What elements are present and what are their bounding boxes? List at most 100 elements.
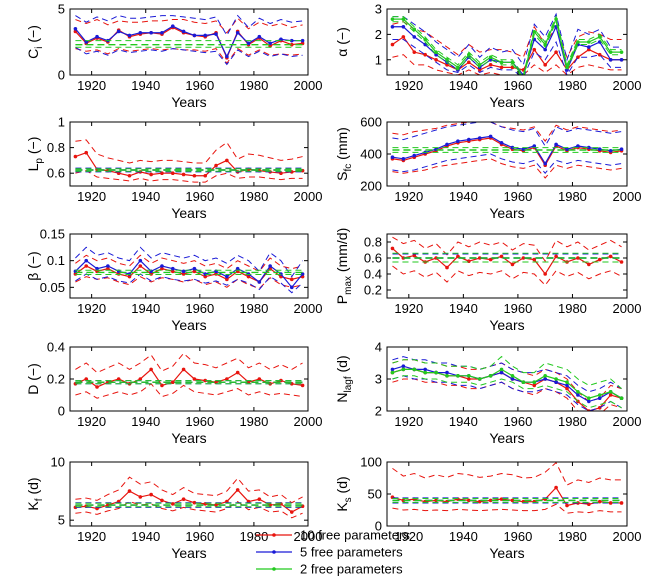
axes-frame — [69, 8, 309, 76]
s10-point — [554, 485, 558, 490]
y-tick-label: 3 — [375, 2, 382, 17]
s5-series-line — [392, 365, 622, 403]
y-tick-label: 600 — [360, 115, 382, 130]
s10-point — [116, 377, 121, 381]
s5-point — [423, 367, 427, 372]
s2-point — [488, 55, 493, 60]
s2-point — [423, 370, 427, 375]
axes-frame — [69, 346, 309, 412]
s5-point — [390, 155, 395, 159]
s10-point — [246, 380, 251, 385]
s10-point — [138, 377, 143, 381]
x-axis-label: Years — [489, 205, 524, 221]
s10-upper-bound — [75, 352, 303, 374]
plot-area — [390, 236, 624, 286]
y-tick-label: 4 — [375, 340, 382, 355]
s2-point — [554, 377, 558, 381]
s10-point — [289, 510, 294, 514]
x-tick-label: 1960 — [503, 529, 532, 544]
s10-point — [225, 277, 229, 282]
x-axis-label: Years — [171, 94, 206, 110]
s2-point — [390, 370, 395, 375]
s10-point — [225, 158, 229, 163]
s10-point — [268, 503, 272, 507]
s10-point — [246, 274, 251, 279]
s10-point — [149, 172, 153, 177]
x-tick-label: 1940 — [449, 189, 478, 204]
s2-point — [445, 57, 449, 62]
plot-area — [73, 139, 305, 183]
panel-7: 1920 1940 1960 1980 2000 2 3 4 Years Nlagf (d) — [334, 340, 641, 447]
s10-point — [203, 378, 208, 383]
y-tick-label: 0.1 — [47, 253, 65, 268]
y-axis-label: Pmax (mm/d) — [334, 228, 354, 304]
y-tick-label: 0.2 — [47, 372, 65, 387]
y-tick-label: 200 — [360, 179, 382, 194]
s2-point — [499, 367, 504, 372]
legend-entry-s10: 10 free parameters — [256, 528, 410, 543]
s5-point — [95, 34, 99, 39]
s2-point — [456, 374, 460, 378]
s2-point — [390, 17, 395, 21]
s10-point — [214, 503, 218, 507]
x-tick-label: 1920 — [394, 78, 423, 93]
x-tick-label: 2000 — [613, 414, 642, 429]
s5-point — [181, 29, 186, 34]
x-axis-label: Years — [489, 94, 524, 110]
y-axis-label: Lp (−) — [25, 137, 45, 172]
s10-point — [619, 260, 624, 264]
panel-0: 1920 1940 1960 1980 2000 0 5 Years Ci (−) — [25, 2, 322, 111]
s2-point — [565, 380, 569, 385]
s10-upper-bound — [392, 236, 622, 263]
s10-point — [499, 497, 504, 501]
s2-point — [619, 50, 624, 54]
s2-point — [510, 60, 515, 65]
s10-point — [160, 266, 164, 271]
s10-point — [488, 257, 493, 262]
x-axis-label: Years — [171, 205, 206, 221]
y-tick-label: 0.6 — [364, 251, 382, 266]
s5-point — [521, 147, 526, 151]
panel-4: 1920 1940 1960 1980 2000 0.05 0.1 0.15 Years β (−… — [25, 227, 322, 334]
s10-point — [565, 503, 569, 508]
s10-series-line — [392, 137, 622, 167]
s10-point — [192, 269, 197, 274]
axes-frame — [386, 121, 628, 187]
s2-point — [597, 35, 602, 39]
axes-frame — [386, 8, 628, 76]
y-tick-label: 0 — [58, 68, 65, 83]
s2-point — [532, 30, 537, 34]
s10-point — [170, 269, 175, 274]
s2-point — [587, 40, 591, 44]
s5-point — [214, 32, 218, 36]
s2-point — [401, 17, 406, 21]
s5-point — [543, 47, 547, 52]
s10-point — [192, 500, 197, 505]
y-axis-label: D (−) — [25, 363, 41, 395]
s10-point — [608, 393, 613, 397]
s5-lower-bound — [392, 375, 622, 411]
s5-point — [412, 35, 417, 39]
x-tick-label: 1920 — [394, 529, 423, 544]
s5-series-line — [74, 25, 303, 58]
s5-point — [268, 264, 272, 268]
x-tick-label: 1960 — [185, 414, 214, 429]
plot-area — [390, 355, 624, 411]
y-tick-label: 0.6 — [47, 166, 65, 181]
s2-lower-bound — [392, 375, 622, 409]
legend-label: 2 free parameters — [300, 562, 403, 577]
x-axis-label: Years — [489, 317, 524, 333]
y-tick-label: 5 — [58, 513, 65, 528]
x-axis-label: Years — [171, 430, 206, 446]
s5-point — [116, 29, 121, 34]
legend-label: 5 free parameters — [300, 545, 403, 560]
s10-series-line — [75, 489, 303, 513]
x-tick-label: 2000 — [294, 189, 323, 204]
s10-lower-bound — [75, 47, 303, 64]
s5-point — [246, 41, 251, 46]
s2-point — [554, 17, 558, 21]
s10-point — [423, 52, 427, 57]
x-tick-label: 1960 — [503, 414, 532, 429]
s2-point — [532, 380, 537, 385]
